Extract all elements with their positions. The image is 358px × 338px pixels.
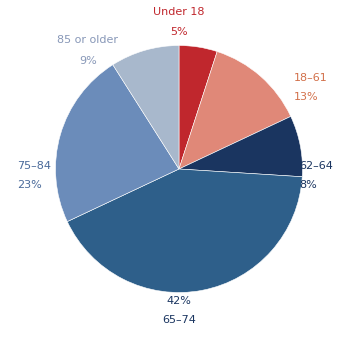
Text: 23%: 23% bbox=[17, 180, 42, 190]
Text: Under 18: Under 18 bbox=[153, 7, 205, 17]
Text: 18–61: 18–61 bbox=[294, 73, 328, 83]
Wedge shape bbox=[179, 51, 291, 169]
Wedge shape bbox=[67, 169, 302, 292]
Wedge shape bbox=[179, 116, 303, 177]
Wedge shape bbox=[113, 46, 179, 169]
Text: 9%: 9% bbox=[79, 56, 97, 66]
Text: 75–84: 75–84 bbox=[17, 161, 51, 171]
Text: 65–74: 65–74 bbox=[162, 315, 196, 325]
Text: 8%: 8% bbox=[299, 180, 317, 190]
Text: 13%: 13% bbox=[294, 92, 319, 102]
Wedge shape bbox=[55, 65, 179, 222]
Text: 62–64: 62–64 bbox=[299, 161, 333, 171]
Text: 5%: 5% bbox=[170, 27, 188, 37]
Wedge shape bbox=[179, 46, 217, 169]
Text: 42%: 42% bbox=[166, 295, 192, 306]
Text: 85 or older: 85 or older bbox=[57, 35, 118, 46]
